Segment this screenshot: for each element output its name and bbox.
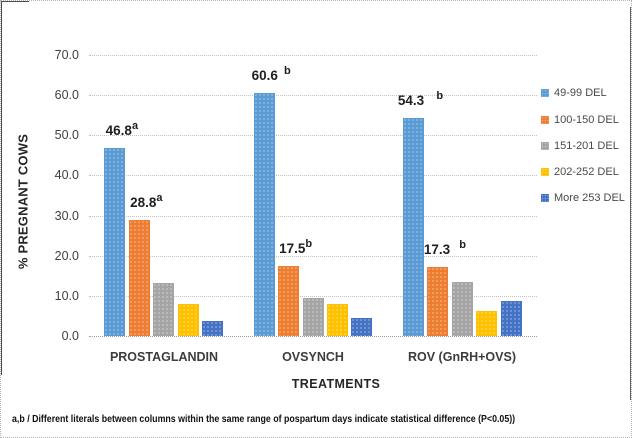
legend-swatch-icon [541, 142, 549, 150]
legend-swatch-icon [541, 194, 549, 202]
bar [351, 318, 373, 336]
frame-border-top-left [1, 1, 29, 2]
y-tick-label: 10.0 [54, 288, 79, 303]
bar [403, 118, 425, 336]
y-tick-label: 70.0 [54, 48, 79, 62]
bar [500, 301, 522, 336]
category-label-rov: ROV (GnRH+OVS) [408, 350, 516, 364]
bar [427, 267, 449, 336]
bar [177, 304, 199, 336]
bar [201, 321, 223, 336]
category-label-ovsynch: OVSYNCH [282, 350, 344, 364]
legend-item: 49-99 DEL [541, 87, 607, 99]
y-tick-label: 50.0 [54, 128, 79, 143]
gridline [89, 55, 537, 56]
category-label-prostaglandin: PROSTAGLANDIN [109, 350, 219, 364]
bar [153, 283, 175, 336]
y-tick-label: 0.0 [61, 329, 79, 343]
frame-border-left [1, 2, 2, 375]
gridline [89, 175, 537, 177]
x-axis-title: TREATMENTS [291, 377, 381, 391]
data-label: 60.6 b [251, 65, 291, 83]
gridline [89, 215, 537, 217]
gridline [89, 95, 537, 97]
y-tick-label: 20.0 [54, 248, 79, 263]
y-tick-label: 40.0 [54, 168, 79, 183]
legend-label: More 253 DEL [554, 192, 625, 204]
bar [302, 298, 324, 336]
legend-swatch-icon [541, 116, 549, 124]
frame-border-right [630, 7, 631, 400]
bar [326, 304, 348, 336]
data-label: 28.8a [130, 192, 163, 210]
legend-item: 151-201 DEL [541, 140, 619, 152]
gridline [89, 135, 537, 137]
legend-label: 202-252 DEL [554, 166, 619, 178]
legend-label: 100-150 DEL [554, 114, 619, 126]
bar [128, 220, 150, 336]
data-label: 17.3 b [423, 239, 466, 257]
legend-swatch-icon [541, 89, 549, 97]
bar [278, 266, 300, 336]
legend-item: 202-252 DEL [541, 166, 619, 178]
bar [451, 282, 473, 336]
legend-item: 100-150 DEL [541, 114, 619, 126]
gridline [89, 255, 537, 257]
x-axis-line [89, 336, 537, 337]
y-tick-label: 60.0 [54, 88, 79, 103]
data-label: 17.5b [279, 238, 313, 256]
legend-label: 49-99 DEL [554, 87, 607, 99]
legend-item: More 253 DEL [541, 192, 625, 204]
data-label: 54.3 b [397, 90, 444, 108]
gridline [89, 295, 537, 297]
legend-label: 151-201 DEL [554, 140, 619, 152]
data-label: 46.8a [105, 120, 139, 138]
y-tick-label: 30.0 [54, 208, 79, 223]
bar [476, 311, 498, 336]
bar [253, 93, 275, 336]
footnote: a,b / Different literals between columns… [12, 413, 516, 425]
bar [104, 148, 126, 336]
legend-swatch-icon [541, 168, 549, 176]
